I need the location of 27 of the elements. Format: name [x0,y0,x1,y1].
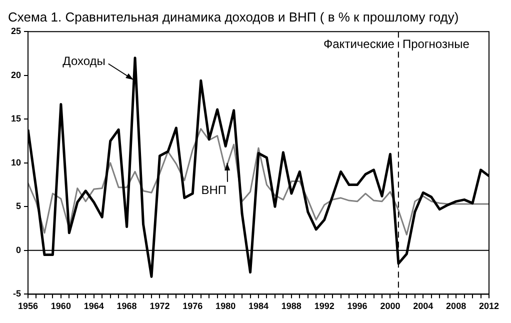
x-tick-label: 1960 [50,301,71,312]
x-tick-label: 1988 [281,301,302,312]
x-tick-label: 1956 [18,301,38,312]
y-tick-label: 10 [10,157,22,168]
annotation: ВНП [201,183,227,198]
x-tick-label: 1984 [248,301,269,312]
x-tick-label: 1992 [314,301,334,312]
x-tick-label: 1980 [216,301,236,312]
annotation: Доходы [62,54,106,68]
y-tick-label: 15 [10,114,22,124]
x-tick-label: 2008 [446,301,466,312]
annotation: Прогнозные [402,37,470,52]
y-tick-label: 25 [10,26,22,36]
x-tick-label: 1976 [182,301,203,312]
x-tick-label: 2000 [380,301,400,312]
x-tick-label: 2004 [413,301,434,312]
chart-title: Схема 1. Сравнительная динамика доходов и ВНП ( в % к прошлому году) [8,9,459,24]
x-tick-label: 1972 [150,301,170,312]
y-tick-label: 20 [10,70,22,80]
y-tick-label: 0 [16,244,22,255]
x-tick-label: 1996 [347,301,368,312]
x-tick-label: 2012 [478,301,500,312]
x-tick-label: 1968 [116,301,137,312]
x-tick-label: 1964 [84,301,104,312]
annotation: Фактические [324,37,395,52]
y-tick-label: -5 [12,288,22,299]
y-tick-label: 5 [16,201,22,212]
